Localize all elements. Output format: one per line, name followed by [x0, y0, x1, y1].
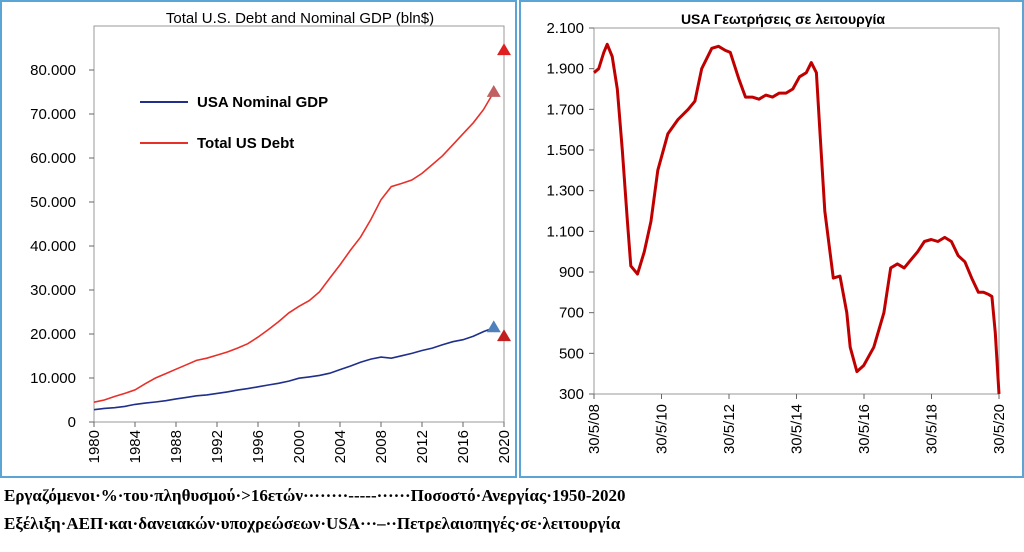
y-tick-label: 60.000	[30, 150, 76, 167]
y-tick-label: 500	[559, 345, 584, 362]
x-tick-label: 2000	[291, 430, 308, 463]
y-tick-label: 50.000	[30, 194, 76, 211]
triangle-marker	[497, 43, 511, 56]
debt-gdp-chart: Total U.S. Debt and Nominal GDP (bln$)01…	[30, 10, 513, 463]
y-tick-label: 1.900	[546, 61, 584, 78]
left-chart-panel: Total U.S. Debt and Nominal GDP (bln$) 0 1…	[0, 0, 517, 478]
x-tick-label: 30/5/18	[924, 404, 941, 454]
x-tick-label: 1996	[250, 430, 267, 463]
series-line-total-debt	[93, 91, 495, 403]
y-tick-label: 80.000	[30, 62, 76, 79]
series-line-rig-count	[593, 42, 1001, 395]
y-tick-label: 2.100	[546, 20, 584, 37]
chart-title: Total U.S. Debt and Nominal GDP (bln$)	[166, 10, 434, 27]
y-tick-label: 1.500	[546, 142, 584, 159]
triangle-marker	[486, 320, 501, 333]
caption-line-2: Εξέλιξη·ΑΕΠ·και·δανειακών·υποχρεώσεων·US…	[4, 514, 621, 533]
y-tick-label: 1.300	[546, 183, 584, 200]
x-tick-label: 2020	[496, 430, 513, 463]
x-tick-label: 2004	[332, 430, 349, 463]
x-tick-label: 1980	[86, 430, 103, 463]
series-line-nominal-gdp	[93, 327, 495, 411]
x-tick-label: 30/5/10	[654, 404, 671, 454]
y-tick-label: 1.700	[546, 101, 584, 118]
caption-line-1: Εργαζόμενοι·%·του·πληθυσμού·>16ετών·····…	[4, 486, 626, 505]
x-tick-label: 30/5/14	[789, 404, 806, 454]
plot-area	[93, 25, 505, 423]
right-chart-panel: USA Γεωτρήσεις σε λειτουργία 300 500 700 900…	[519, 0, 1024, 478]
y-tick-label: 30.000	[30, 282, 76, 299]
y-tick-label: 300	[559, 386, 584, 403]
x-tick-label: 1992	[209, 430, 226, 463]
x-tick-label: 2008	[373, 430, 390, 463]
y-tick-label: 0	[68, 414, 76, 431]
legend-total-debt-label: Total US Debt	[197, 135, 294, 152]
rig-count-chart: USA Γεωτρήσεις σε λειτουργία 300 500 700 900…	[546, 11, 1008, 454]
y-tick-label: 70.000	[30, 106, 76, 123]
legend-nominal-gdp-label: USA Nominal GDP	[197, 94, 328, 111]
x-tick-label: 2016	[455, 430, 472, 463]
x-tick-label: 30/5/12	[721, 404, 738, 454]
triangle-marker	[497, 329, 511, 342]
x-tick-label: 30/5/08	[586, 404, 603, 454]
x-tick-label: 1984	[127, 430, 144, 463]
x-tick-label: 2012	[414, 430, 431, 463]
y-tick-label: 20.000	[30, 326, 76, 343]
y-tick-label: 900	[559, 264, 584, 281]
y-tick-label: 700	[559, 305, 584, 322]
chart-title: USA Γεωτρήσεις σε λειτουργία	[681, 11, 885, 27]
y-tick-label: 10.000	[30, 370, 76, 387]
x-tick-label: 1988	[168, 430, 185, 463]
y-tick-label: 40.000	[30, 238, 76, 255]
y-tick-label: 1.100	[546, 223, 584, 240]
triangle-marker	[486, 85, 501, 97]
x-tick-label: 30/5/20	[991, 404, 1008, 454]
x-tick-label: 30/5/16	[856, 404, 873, 454]
